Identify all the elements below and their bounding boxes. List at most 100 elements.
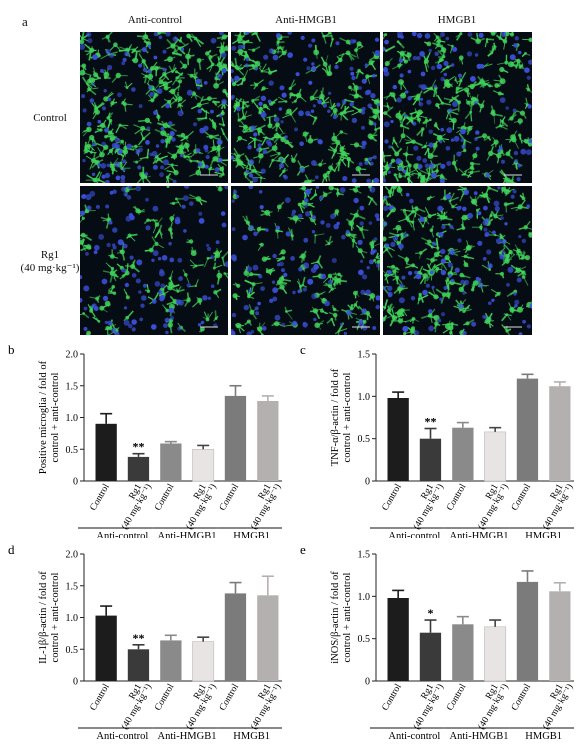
group-label: Anti-control — [388, 731, 440, 742]
bar-chart-b: b Positive microglia / fold of control + a… — [8, 342, 283, 538]
y-tick-label: 0 — [365, 677, 370, 688]
bar-5 — [516, 378, 539, 481]
y-tick-label: 0.5 — [66, 645, 79, 656]
bar-4 — [484, 626, 507, 682]
group-label: Anti-control — [96, 731, 148, 742]
micrograph-texture — [383, 32, 532, 183]
bar-1 — [95, 615, 117, 681]
category-label: Control — [89, 482, 112, 512]
category-label: Control — [510, 482, 533, 512]
group-label: HMGB1 — [525, 531, 562, 538]
micrograph-control-anti-control — [80, 32, 228, 183]
group-label: Anti-HMGB1 — [450, 531, 509, 538]
bar-1 — [95, 423, 117, 481]
bar-2 — [419, 438, 442, 481]
panel-letter-d: d — [8, 542, 15, 557]
group-label: HMGB1 — [525, 731, 562, 742]
bar-4 — [192, 641, 215, 682]
group-label: HMGB1 — [233, 531, 270, 538]
panel-letter-b: b — [8, 342, 15, 357]
row-title-rg1-line-1: Rg1 — [40, 249, 60, 261]
group-label: Anti-control — [388, 531, 440, 538]
fluorescence-cells — [383, 32, 532, 183]
fluorescence-cells — [231, 186, 380, 335]
category-label: Control — [153, 682, 176, 712]
bar-5 — [516, 581, 539, 681]
row-title-control-line: Control — [33, 112, 67, 124]
y-tick-label: 1.5 — [358, 550, 371, 561]
bar-2 — [127, 456, 150, 481]
category-label: Control — [153, 482, 176, 512]
y-tick-label: 0 — [73, 477, 78, 488]
row-title-rg1-line-2: (40 mg·kg⁻¹) — [20, 262, 80, 274]
bar-chart-e: e iNOS/β-actin / fold of control + anti-co… — [300, 542, 575, 742]
category-label: Control — [445, 682, 468, 712]
category-label: Control — [381, 482, 404, 512]
bar-6 — [549, 591, 571, 681]
significance-marker: * — [428, 606, 434, 620]
bar-3 — [452, 427, 474, 481]
y-tick-label: 0 — [365, 477, 370, 488]
category-label: Control — [445, 482, 468, 512]
y-axis-label-line: control + anti-control — [50, 372, 61, 462]
category-label: Control — [381, 682, 404, 712]
fluorescence-cells — [80, 32, 228, 183]
y-axis-label-line: control + anti-control — [50, 572, 61, 662]
group-label: Anti-HMGB1 — [158, 731, 217, 742]
y-tick-label: 0 — [73, 677, 78, 688]
category-label: Control — [89, 682, 112, 712]
category-label: Control — [218, 482, 241, 512]
significance-marker: ** — [425, 415, 437, 429]
micrograph-texture — [231, 186, 380, 335]
significance-marker: ** — [133, 631, 145, 645]
y-axis-label-line: Positive microglia / fold of — [38, 360, 49, 474]
row-title-control: Control — [20, 112, 80, 124]
bar-5 — [224, 593, 247, 681]
micrograph-rg1-anti-control — [80, 186, 228, 335]
bar-3 — [160, 640, 182, 681]
row-title-rg1: Rg1 (40 mg·kg⁻¹) — [14, 249, 86, 274]
y-tick-label: 0.5 — [66, 445, 79, 456]
category-label: Control — [218, 682, 241, 712]
y-tick-label: 1.5 — [358, 350, 371, 361]
column-title-anti-control: Anti-control — [127, 14, 183, 26]
bar-6 — [257, 595, 279, 681]
bar-chart-d: d IL-1β/β-actin / fold of control + anti-c… — [8, 542, 283, 742]
y-tick-label: 2.0 — [66, 350, 79, 361]
micrograph-rg1-anti-hmgb1 — [231, 186, 380, 335]
y-tick-label: 1.5 — [66, 581, 79, 592]
group-label: Anti-control — [96, 531, 148, 538]
micrograph-control-anti-hmgb1 — [231, 32, 380, 183]
y-axis-label-line: control + anti-control — [342, 372, 353, 462]
micrograph-texture — [231, 32, 380, 183]
y-axis-label-line: control + anti-control — [342, 572, 353, 662]
category-label: Control — [510, 682, 533, 712]
y-axis-label-line: IL-1β/β-actin / fold of — [38, 571, 49, 664]
micrograph-texture — [80, 32, 228, 183]
fluorescence-cells — [80, 186, 228, 335]
bar-4 — [484, 431, 507, 482]
y-tick-label: 0.5 — [358, 434, 371, 445]
panel-letter-e: e — [300, 542, 306, 557]
y-tick-label: 1.5 — [66, 381, 79, 392]
y-tick-label: 1.0 — [358, 392, 371, 403]
bar-4 — [192, 449, 215, 482]
y-tick-label: 2.0 — [66, 550, 79, 561]
y-tick-label: 1.0 — [66, 413, 79, 424]
bar-3 — [160, 443, 182, 481]
fluorescence-cells — [231, 32, 380, 183]
bar-1 — [387, 598, 409, 681]
panel-letter-c: c — [300, 342, 306, 357]
significance-marker: ** — [133, 440, 145, 454]
bar-6 — [257, 401, 279, 481]
column-title-hmgb1: HMGB1 — [437, 14, 477, 26]
y-tick-label: 1.0 — [66, 613, 79, 624]
column-title-anti-hmgb1: Anti-HMGB1 — [275, 14, 337, 26]
y-axis-label-line: TNF-α/β-actin / fold of — [330, 368, 341, 466]
micrograph-texture — [80, 186, 228, 335]
group-label: HMGB1 — [233, 731, 270, 742]
bar-1 — [387, 398, 409, 481]
micrograph-control-hmgb1 — [383, 32, 532, 183]
bar-5 — [224, 395, 247, 481]
y-tick-label: 0.5 — [358, 634, 371, 645]
